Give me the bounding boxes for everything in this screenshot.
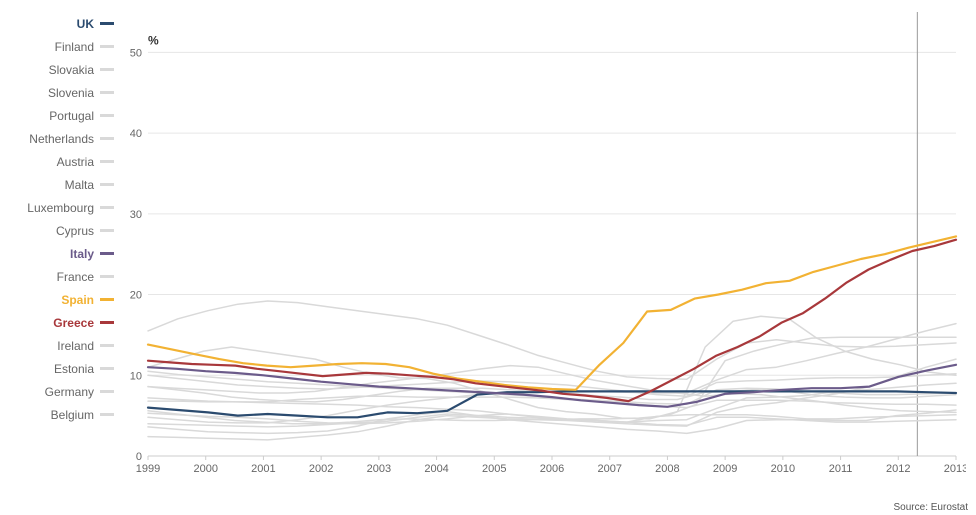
svg-text:2008: 2008 bbox=[655, 463, 679, 475]
series-ireland bbox=[148, 337, 956, 423]
legend-label: Netherlands bbox=[29, 132, 94, 146]
legend-item-cyprus[interactable]: Cyprus bbox=[0, 219, 118, 242]
legend-label: Estonia bbox=[54, 362, 94, 376]
svg-text:40: 40 bbox=[130, 128, 142, 140]
svg-text:2002: 2002 bbox=[309, 463, 333, 475]
legend-label: Slovakia bbox=[49, 63, 94, 77]
legend-item-austria[interactable]: Austria bbox=[0, 150, 118, 173]
svg-text:2005: 2005 bbox=[482, 463, 506, 475]
legend-swatch bbox=[100, 321, 114, 324]
svg-text:2001: 2001 bbox=[251, 463, 275, 475]
legend-swatch bbox=[100, 206, 114, 209]
legend-label: UK bbox=[77, 17, 94, 31]
svg-text:%: % bbox=[148, 33, 159, 47]
legend-item-netherlands[interactable]: Netherlands bbox=[0, 127, 118, 150]
legend-swatch bbox=[100, 252, 114, 255]
svg-text:2009: 2009 bbox=[713, 463, 737, 475]
svg-text:20: 20 bbox=[130, 290, 142, 302]
legend-swatch bbox=[100, 45, 114, 48]
svg-text:0: 0 bbox=[136, 451, 142, 463]
legend-label: Slovenia bbox=[48, 86, 94, 100]
svg-text:2007: 2007 bbox=[597, 463, 621, 475]
svg-text:2010: 2010 bbox=[771, 463, 795, 475]
legend-item-luxembourg[interactable]: Luxembourg bbox=[0, 196, 118, 219]
legend-swatch bbox=[100, 275, 114, 278]
legend-swatch bbox=[100, 68, 114, 71]
legend-label: Ireland bbox=[57, 339, 94, 353]
legend-label: France bbox=[57, 270, 94, 284]
svg-text:2012: 2012 bbox=[886, 463, 910, 475]
legend-item-ireland[interactable]: Ireland bbox=[0, 334, 118, 357]
legend-swatch bbox=[100, 114, 114, 117]
legend-swatch bbox=[100, 183, 114, 186]
chart-container: UK Finland Slovakia Slovenia Portugal Netherl… bbox=[0, 0, 976, 515]
legend-label: Greece bbox=[53, 316, 94, 330]
legend-swatch bbox=[100, 91, 114, 94]
svg-text:30: 30 bbox=[130, 209, 142, 221]
svg-text:2000: 2000 bbox=[193, 463, 217, 475]
plot-area: 0 10 20 30 40 50% 1999 2000 2001 2002 2003 2004 2005… bbox=[118, 12, 966, 482]
legend-label: Belgium bbox=[51, 408, 94, 422]
legend-swatch bbox=[100, 413, 114, 416]
legend-label: Spain bbox=[61, 293, 94, 307]
legend-label: Luxembourg bbox=[27, 201, 94, 215]
legend-item-spain[interactable]: Spain bbox=[0, 288, 118, 311]
series-portugal bbox=[148, 324, 956, 423]
legend-item-italy[interactable]: Italy bbox=[0, 242, 118, 265]
legend-item-slovakia[interactable]: Slovakia bbox=[0, 58, 118, 81]
legend-item-greece[interactable]: Greece bbox=[0, 311, 118, 334]
legend-swatch bbox=[100, 229, 114, 232]
svg-text:2003: 2003 bbox=[367, 463, 391, 475]
legend-item-uk[interactable]: UK bbox=[0, 12, 118, 35]
legend-swatch bbox=[100, 160, 114, 163]
legend: UK Finland Slovakia Slovenia Portugal Netherl… bbox=[0, 12, 118, 426]
legend-label: Cyprus bbox=[56, 224, 94, 238]
legend-item-france[interactable]: France bbox=[0, 265, 118, 288]
legend-swatch bbox=[100, 22, 114, 25]
svg-text:2013: 2013 bbox=[944, 463, 966, 475]
legend-label: Finland bbox=[55, 40, 94, 54]
legend-item-malta[interactable]: Malta bbox=[0, 173, 118, 196]
legend-label: Austria bbox=[57, 155, 94, 169]
svg-text:1999: 1999 bbox=[136, 463, 160, 475]
series-slovakia bbox=[148, 301, 956, 379]
source-text: Source: Eurostat bbox=[894, 502, 968, 513]
svg-text:2006: 2006 bbox=[540, 463, 564, 475]
legend-label: Malta bbox=[65, 178, 94, 192]
legend-swatch bbox=[100, 298, 114, 301]
legend-item-germany[interactable]: Germany bbox=[0, 380, 118, 403]
legend-label: Germany bbox=[45, 385, 94, 399]
legend-label: Portugal bbox=[49, 109, 94, 123]
legend-swatch bbox=[100, 344, 114, 347]
svg-text:10: 10 bbox=[130, 370, 142, 382]
legend-label: Italy bbox=[70, 247, 94, 261]
legend-item-belgium[interactable]: Belgium bbox=[0, 403, 118, 426]
legend-swatch bbox=[100, 137, 114, 140]
legend-item-portugal[interactable]: Portugal bbox=[0, 104, 118, 127]
legend-swatch bbox=[100, 390, 114, 393]
svg-text:2004: 2004 bbox=[424, 463, 448, 475]
svg-text:50: 50 bbox=[130, 47, 142, 59]
legend-item-slovenia[interactable]: Slovenia bbox=[0, 81, 118, 104]
svg-text:2011: 2011 bbox=[829, 463, 853, 475]
legend-item-finland[interactable]: Finland bbox=[0, 35, 118, 58]
legend-item-estonia[interactable]: Estonia bbox=[0, 357, 118, 380]
legend-swatch bbox=[100, 367, 114, 370]
series-spain bbox=[148, 236, 956, 389]
